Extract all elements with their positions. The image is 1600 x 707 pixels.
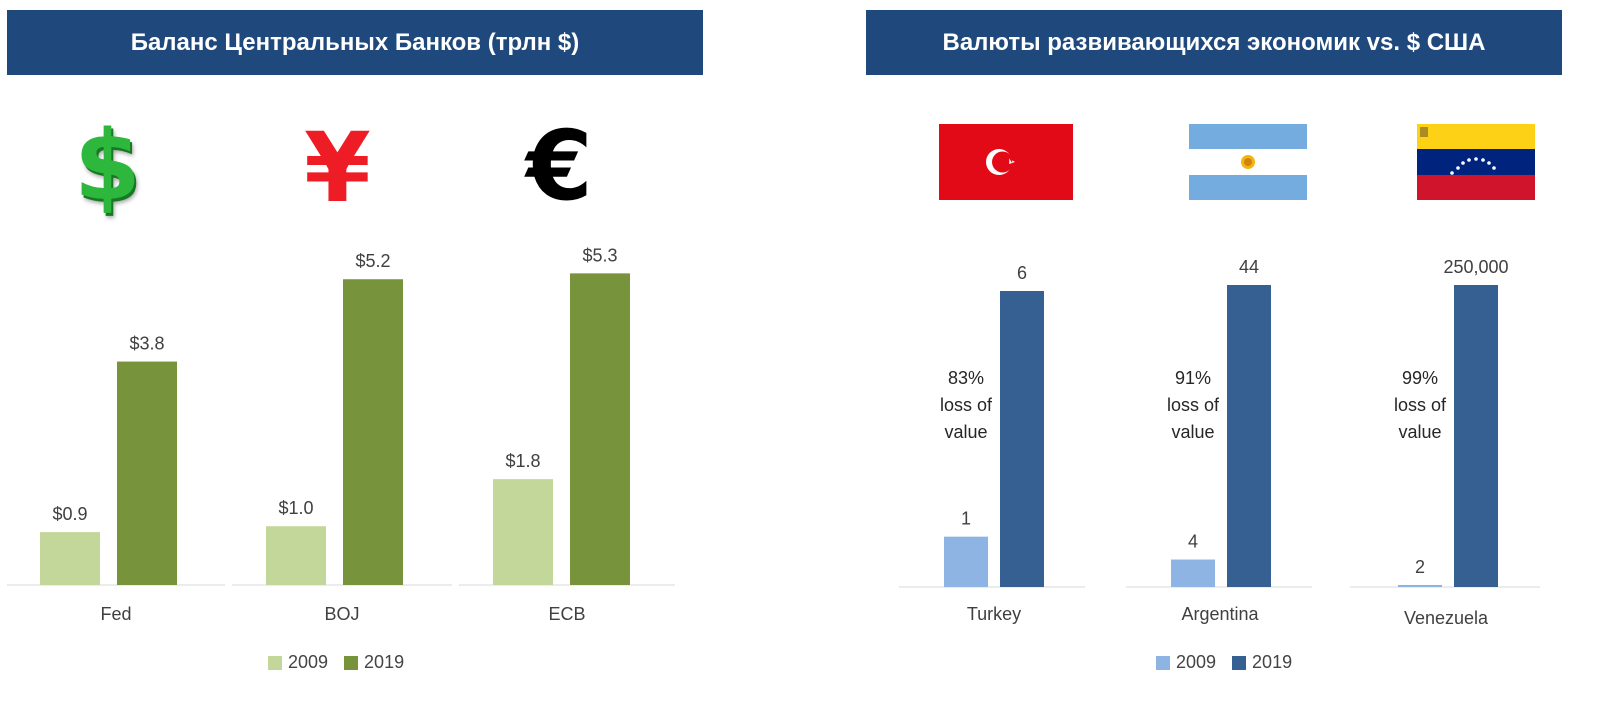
data-label: 2 <box>1415 557 1425 577</box>
dollar-sign-icon: $ <box>74 110 141 222</box>
data-label: 6 <box>1017 263 1027 283</box>
x-tick-label: BOJ <box>324 604 359 624</box>
bar-fed-2009 <box>40 532 100 585</box>
right-legend: 2009 2019 <box>1156 652 1292 673</box>
bar-boj-2019 <box>343 279 403 585</box>
bar-ecb-2019 <box>570 273 630 585</box>
annotation-loss-of-value: value <box>1398 422 1441 442</box>
left-legend: 2009 2019 <box>268 652 404 673</box>
euro-sign-icon: € <box>526 110 593 222</box>
data-label: $5.3 <box>582 245 617 265</box>
data-label: $0.9 <box>52 504 87 524</box>
annotation-loss-of-value: loss of <box>940 395 993 415</box>
bar-turkey-2019 <box>1000 291 1044 587</box>
data-label: 4 <box>1188 532 1198 552</box>
x-tick-label: Argentina <box>1181 604 1259 624</box>
legend-label-2019: 2019 <box>1252 652 1293 672</box>
x-tick-label: Turkey <box>967 604 1021 624</box>
legend-swatch-2019 <box>344 655 359 670</box>
legend-label-2009: 2009 <box>288 652 329 672</box>
annotation-loss-of-value: value <box>1171 422 1214 442</box>
data-label: $5.2 <box>355 251 390 271</box>
bar-turkey-2009 <box>944 536 988 587</box>
right-chart-title-banner: Валюты развивающихся экономик vs. $ США <box>866 10 1562 75</box>
argentina-flag-icon <box>1189 124 1307 200</box>
turkey-flag-icon <box>939 124 1073 200</box>
venezuela-flag-icon <box>1417 124 1535 200</box>
x-tick-label: ECB <box>548 604 585 624</box>
annotation-loss-of-value: loss of <box>1167 395 1220 415</box>
annotation-loss-of-value: value <box>944 422 987 442</box>
data-label: 44 <box>1239 257 1259 277</box>
bar-argentina-2019 <box>1227 285 1271 587</box>
bar-fed-2019 <box>117 361 177 585</box>
bar-argentina-2009 <box>1171 559 1215 587</box>
legend-label-2009: 2009 <box>1176 652 1217 672</box>
annotation-loss-of-value: 99% <box>1402 368 1438 388</box>
legend-swatch-2009 <box>268 655 282 670</box>
bar-venezuela-2009 <box>1398 585 1442 587</box>
left-chart-title-banner: Баланс Центральных Банков (трлн $) <box>7 10 703 75</box>
bar-venezuela-2019 <box>1454 285 1498 587</box>
x-tick-label: Venezuela <box>1404 608 1489 628</box>
annotation-loss-of-value: 83% <box>948 368 984 388</box>
data-label: $1.8 <box>505 451 540 471</box>
data-label: $3.8 <box>129 334 164 354</box>
legend-label-2019: 2019 <box>364 652 405 672</box>
data-label: 1 <box>961 509 971 529</box>
bar-boj-2009 <box>266 526 326 585</box>
legend-swatch-2009 <box>1156 655 1170 670</box>
bar-ecb-2009 <box>493 479 553 585</box>
x-tick-label: Fed <box>100 604 131 624</box>
right-chart-title: Валюты развивающихся экономик vs. $ США <box>942 28 1486 56</box>
left-chart-title: Баланс Центральных Банков (трлн $) <box>130 28 580 56</box>
yen-sign-icon: ¥ <box>304 112 371 224</box>
data-label: 250,000 <box>1443 257 1508 277</box>
annotation-loss-of-value: loss of <box>1394 395 1447 415</box>
data-label: $1.0 <box>278 498 313 518</box>
legend-swatch-2019 <box>1232 655 1247 670</box>
annotation-loss-of-value: 91% <box>1175 368 1211 388</box>
